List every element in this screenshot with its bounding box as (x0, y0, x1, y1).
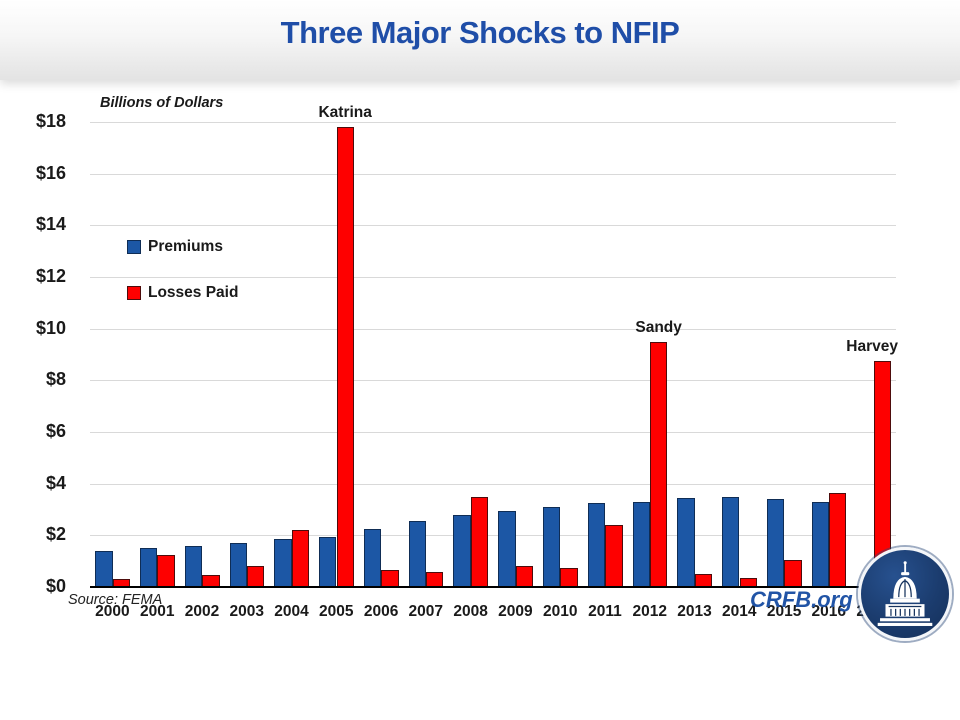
header-band: Three Major Shocks to NFIP (0, 0, 960, 80)
bar-premiums-2005 (319, 536, 337, 587)
x-tick-label-2016: 2016 (811, 603, 847, 620)
bar-premiums-2006 (363, 528, 382, 587)
crfb-capitol-logo (858, 547, 952, 641)
bar-premiums-2011 (587, 503, 606, 587)
annotation-katrina: Katrina (318, 104, 372, 122)
x-tick-label-2006: 2006 (363, 603, 399, 620)
x-tick-label-2008: 2008 (453, 603, 488, 620)
bar-premiums-2009 (498, 510, 516, 587)
source-note: Source: FEMA (68, 592, 163, 608)
gridline (90, 225, 896, 227)
losses-paid-swatch-icon (127, 286, 141, 300)
y-tick-label: $2 (45, 524, 66, 545)
bar-losses-paid-2001 (157, 554, 175, 587)
bar-losses-paid-2011 (605, 525, 623, 587)
bar-losses-paid-2015 (784, 559, 802, 587)
x-tick-label-2014: 2014 (722, 603, 757, 620)
y-tick-label: $12 (35, 266, 66, 286)
bar-premiums-2016 (811, 501, 829, 587)
x-tick-label-2013: 2013 (677, 603, 712, 620)
x-tick-label-2010: 2010 (542, 603, 578, 620)
y-tick-label: $18 (35, 111, 66, 131)
gridline (90, 380, 896, 382)
bar-losses-paid-2004 (291, 530, 310, 587)
annotation-sandy: Sandy (635, 318, 682, 336)
legend-item-losses-paid: Losses Paid (127, 284, 238, 302)
crfb-wordmark: CRFB.org (750, 587, 853, 612)
x-tick-label-2005: 2005 (319, 603, 354, 620)
y-tick-label: $16 (35, 162, 66, 183)
gridline (90, 432, 896, 433)
bar-losses-paid-2005 (336, 127, 354, 587)
bar-premiums-2010 (543, 506, 561, 587)
bar-losses-paid-2008 (470, 496, 489, 587)
bar-premiums-2003 (229, 543, 247, 587)
gridline (90, 483, 896, 485)
bar-losses-paid-2016 (829, 492, 847, 587)
y-tick-label: $14 (35, 214, 66, 235)
chart-units-label: Billions of Dollars (100, 95, 224, 111)
bar-premiums-2001 (140, 548, 158, 588)
gridline (90, 328, 896, 330)
gridline (90, 277, 896, 278)
bar-premiums-2014 (722, 496, 740, 587)
premiums-swatch-icon (127, 240, 141, 254)
x-tick-label-2004: 2004 (274, 603, 309, 620)
page-title: Three Major Shocks to NFIP (280, 15, 680, 50)
x-tick-label-2002: 2002 (184, 603, 220, 620)
y-tick-label: $8 (45, 369, 66, 390)
y-tick-label: $6 (45, 421, 66, 441)
x-tick-label-2001: 2001 (139, 603, 175, 620)
bar-losses-paid-2003 (246, 566, 265, 587)
x-tick-label-2007: 2007 (408, 603, 444, 620)
x-tick-label-2009: 2009 (498, 603, 533, 620)
bar-losses-paid-2009 (515, 566, 533, 587)
bar-premiums-2015 (766, 499, 785, 587)
y-tick-label: $10 (35, 317, 66, 338)
bar-premiums-2007 (408, 521, 426, 587)
bar-losses-paid-2010 (560, 567, 578, 587)
capitol-building-icon (877, 561, 933, 626)
x-tick-label-2015: 2015 (766, 603, 802, 620)
legend-item-premiums: Premiums (127, 238, 223, 256)
gridline (90, 173, 896, 175)
x-tick-label-2003: 2003 (229, 603, 264, 620)
x-tick-label-2000: 2000 (95, 603, 130, 620)
bar-premiums-2000 (95, 550, 113, 587)
legend-label-losses-paid: Losses Paid (148, 284, 239, 301)
bar-premiums-2008 (453, 514, 471, 587)
x-tick-label-2012: 2012 (632, 603, 667, 620)
nfip-bar-chart: Billions of Dollars Premiums Losses Paid… (0, 80, 960, 620)
gridline (90, 535, 896, 537)
bar-losses-paid-2012 (649, 341, 668, 587)
x-axis-line (90, 586, 896, 588)
bar-losses-paid-2006 (381, 570, 399, 587)
annotation-harvey: Harvey (846, 337, 898, 355)
bar-premiums-2012 (632, 501, 650, 587)
gridline (90, 122, 896, 123)
bar-premiums-2013 (677, 497, 695, 587)
y-tick-label: $4 (45, 472, 66, 493)
bar-premiums-2004 (274, 539, 292, 587)
bar-losses-paid-2007 (426, 571, 444, 587)
bar-premiums-2002 (184, 545, 203, 587)
x-tick-label-2011: 2011 (588, 603, 622, 620)
legend-label-premiums: Premiums (148, 238, 223, 255)
y-tick-label: $0 (45, 576, 66, 596)
